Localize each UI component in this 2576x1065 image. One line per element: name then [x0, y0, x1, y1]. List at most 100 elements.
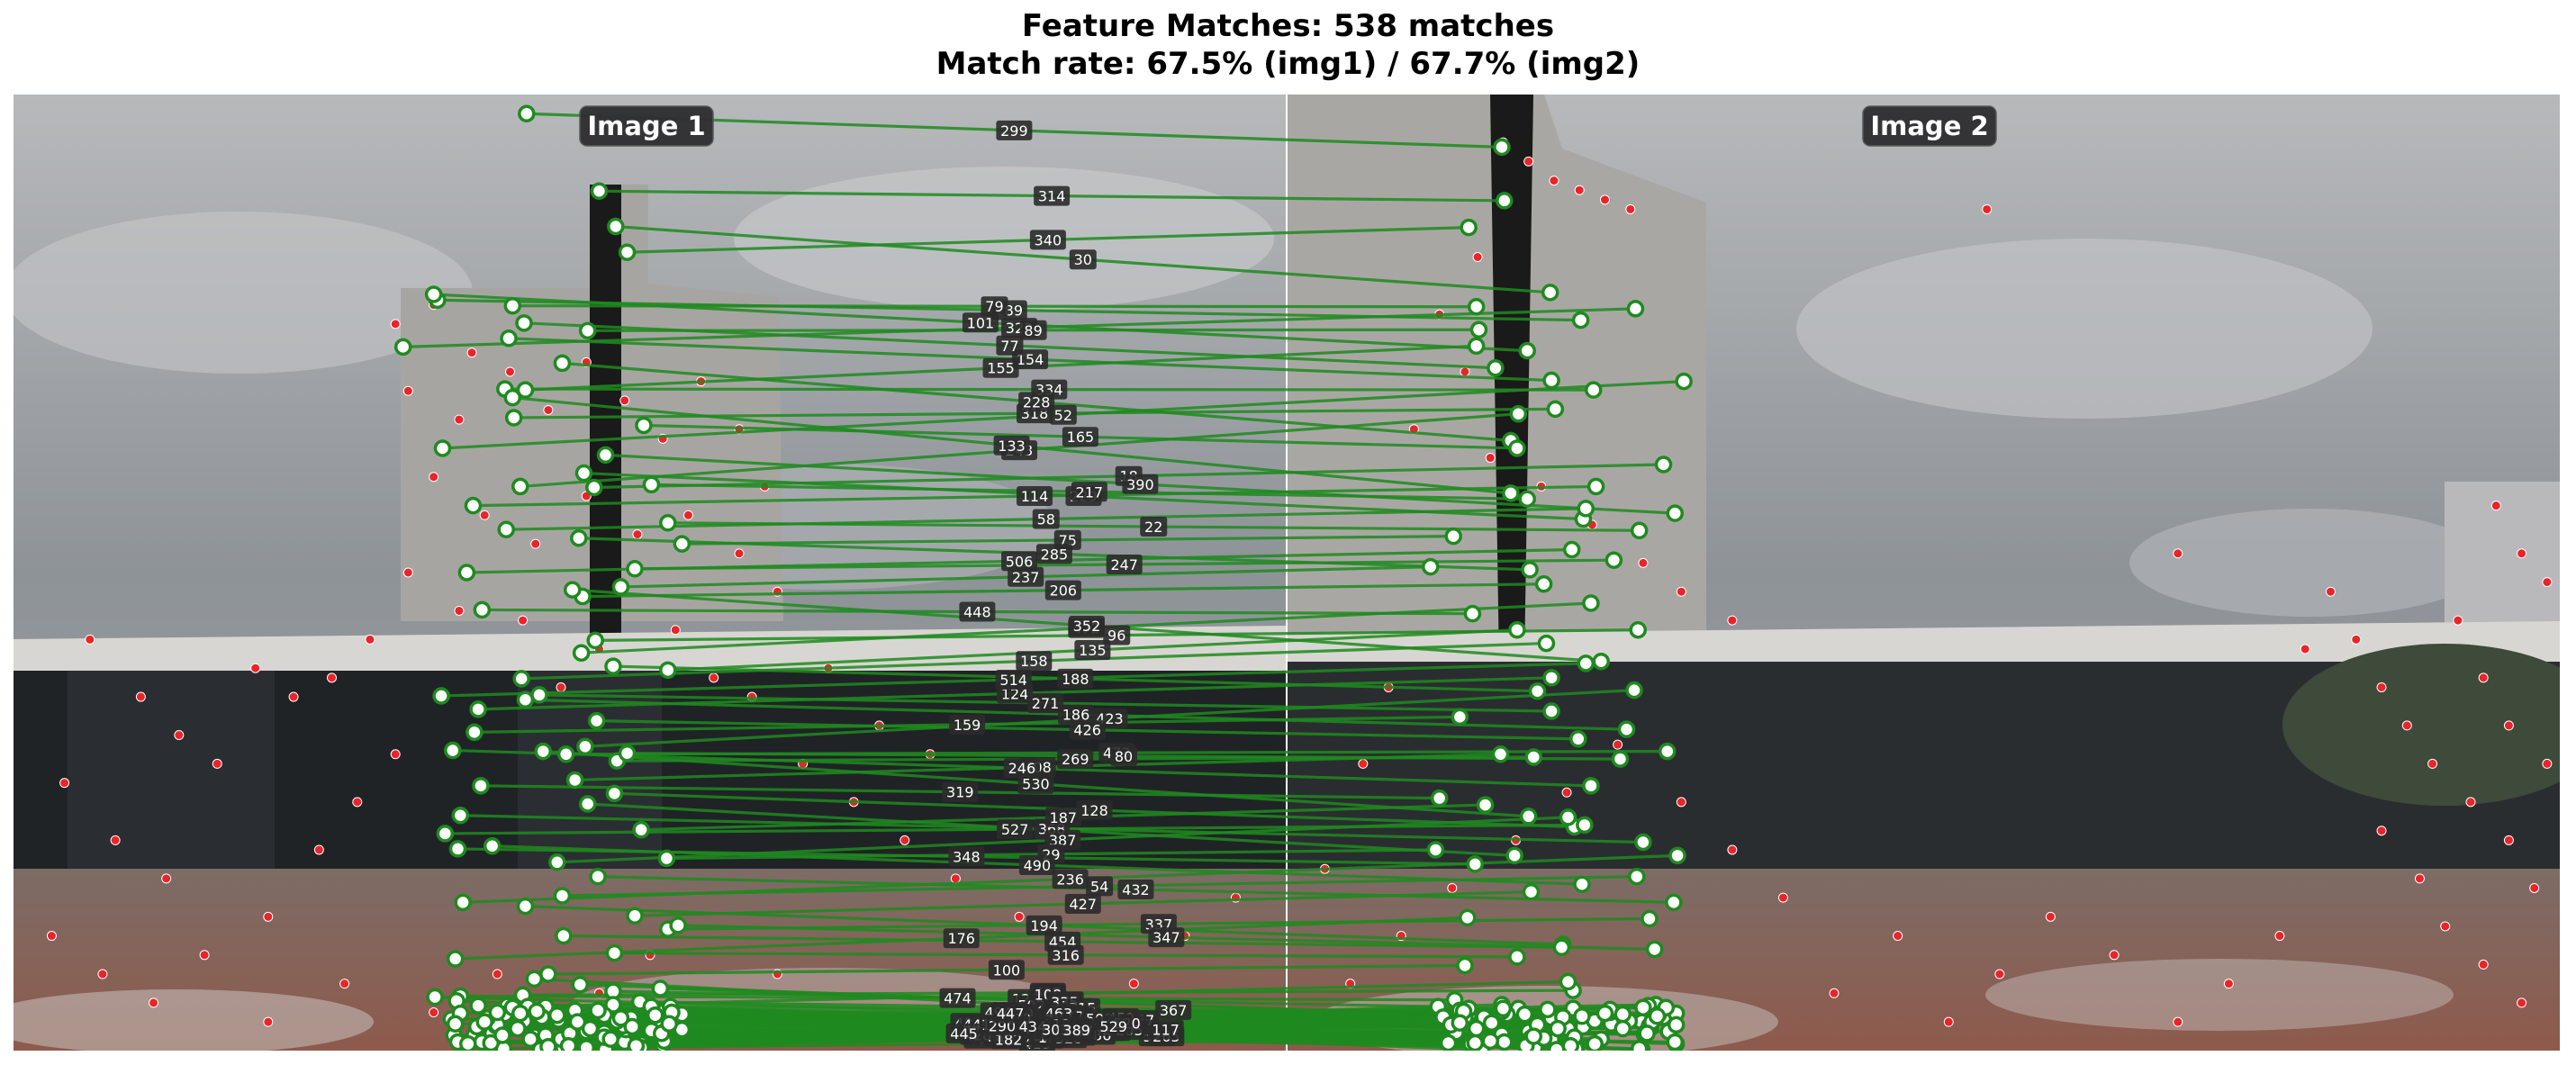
matched-keypoint: [516, 381, 535, 399]
match-id-label: 206: [1044, 580, 1081, 600]
match-id-label-bg: [1047, 944, 1084, 965]
matched-keypoint: [1667, 1015, 1686, 1034]
unmatched-keypoint: [632, 529, 643, 540]
match-id-label-bg: [1044, 580, 1081, 600]
unmatched-keypoint: [1358, 758, 1369, 769]
matched-keypoint: [1534, 574, 1553, 593]
match-id-label: 352: [1069, 615, 1106, 636]
matched-keypoint: [1546, 400, 1565, 419]
unmatched-keypoint: [1727, 844, 1738, 855]
matched-keypoint: [530, 686, 548, 704]
match-id-text: 527: [1001, 821, 1029, 838]
matched-keypoint: [589, 1001, 607, 1020]
match-id-label: 89: [1019, 320, 1047, 340]
match-id-label: 187: [1044, 807, 1081, 827]
matched-keypoint: [586, 631, 604, 650]
unmatched-keypoint: [1561, 787, 1572, 798]
match-id-label: 514: [995, 669, 1032, 690]
match-id-label-bg: [1147, 1019, 1184, 1040]
match-id-text: 314: [1038, 188, 1066, 205]
unmatched-keypoint: [518, 615, 529, 626]
matched-keypoint: [572, 644, 591, 662]
matched-keypoint: [585, 478, 603, 497]
matched-keypoint: [483, 836, 502, 855]
matched-keypoint: [1494, 999, 1513, 1018]
matched-keypoint: [539, 1038, 557, 1051]
matched-keypoint: [1577, 654, 1595, 672]
match-id-label-bg: [981, 296, 1008, 317]
match-id-label-bg: [996, 120, 1033, 140]
unmatched-keypoint: [85, 634, 95, 645]
unmatched-keypoint: [709, 672, 719, 683]
matched-keypoint: [432, 687, 450, 705]
match-id-text: 155: [987, 360, 1015, 377]
unmatched-keypoint: [390, 319, 401, 329]
unmatched-keypoint: [327, 672, 337, 683]
matched-keypoint: [646, 1006, 664, 1024]
matched-keypoint: [1586, 1034, 1604, 1051]
match-id-label: 448: [959, 601, 996, 622]
match-id-text: 133: [998, 438, 1026, 455]
matched-keypoint: [1577, 500, 1595, 518]
match-id-label: 54: [1086, 876, 1114, 897]
match-id-label-bg: [1140, 517, 1168, 537]
matched-keypoint: [1518, 490, 1536, 508]
match-id-text: 530: [1022, 776, 1050, 793]
matched-keypoint: [1476, 796, 1495, 814]
match-id-label: 176: [943, 928, 980, 949]
unmatched-keypoint: [390, 749, 401, 760]
unmatched-keypoint: [2478, 672, 2489, 683]
match-id-text: 117: [1152, 1022, 1180, 1039]
matched-keypoint: [563, 581, 582, 599]
matched-keypoint: [525, 970, 544, 988]
matched-keypoint: [469, 700, 487, 718]
unmatched-keypoint: [1600, 194, 1610, 205]
match-id-label: 347: [1148, 927, 1185, 948]
match-id-text: 340: [1035, 231, 1062, 248]
unmatched-keypoint: [402, 385, 413, 396]
matched-keypoint: [605, 784, 624, 803]
match-id-text: 445: [950, 1025, 978, 1042]
matched-keypoint: [1467, 337, 1486, 356]
matched-keypoint: [607, 217, 625, 236]
matched-keypoint: [1548, 1041, 1566, 1051]
match-id-text: 101: [967, 314, 995, 331]
match-id-text: 159: [954, 717, 981, 734]
matched-keypoint: [459, 1034, 477, 1051]
image-2-label-badge: Image 2: [1862, 105, 1997, 147]
matched-keypoint: [642, 475, 661, 494]
matched-keypoint: [1665, 893, 1683, 912]
match-id-label-bg: [996, 335, 1024, 356]
matched-keypoint: [1586, 477, 1605, 496]
matched-keypoint: [515, 314, 533, 332]
match-id-label: 217: [1071, 482, 1107, 502]
match-id-label-bg: [1017, 486, 1053, 507]
match-id-label: 445: [945, 1023, 982, 1043]
match-id-label-bg: [1049, 404, 1077, 425]
match-id-label: 316: [1047, 944, 1084, 965]
matched-keypoint: [578, 795, 597, 813]
unmatched-keypoint: [2045, 911, 2056, 922]
matched-keypoint: [555, 926, 573, 945]
match-id-label-bg: [1110, 745, 1138, 766]
matched-keypoint: [1459, 908, 1477, 927]
matched-keypoint: [424, 285, 443, 303]
matched-keypoint: [1466, 855, 1485, 873]
image-1-label-badge: Image 1: [579, 105, 714, 147]
match-id-label-bg: [1122, 474, 1159, 494]
match-id-text: 188: [1062, 671, 1089, 688]
unmatched-keypoint: [2503, 835, 2514, 845]
match-id-label: 114: [1017, 486, 1053, 507]
match-id-text: 237: [1012, 569, 1040, 586]
match-id-label: 186: [1057, 704, 1094, 725]
matched-keypoint: [568, 1013, 587, 1031]
match-id-label-bg: [1019, 320, 1047, 340]
match-id-text: 348: [953, 848, 981, 865]
matched-keypoint: [488, 1003, 507, 1022]
match-id-text: 206: [1050, 582, 1078, 600]
match-id-text: 319: [946, 784, 974, 801]
unmatched-keypoint: [429, 472, 439, 483]
matched-keypoint: [1482, 1014, 1501, 1032]
unmatched-keypoint: [1676, 797, 1686, 808]
matched-keypoint: [570, 529, 588, 547]
